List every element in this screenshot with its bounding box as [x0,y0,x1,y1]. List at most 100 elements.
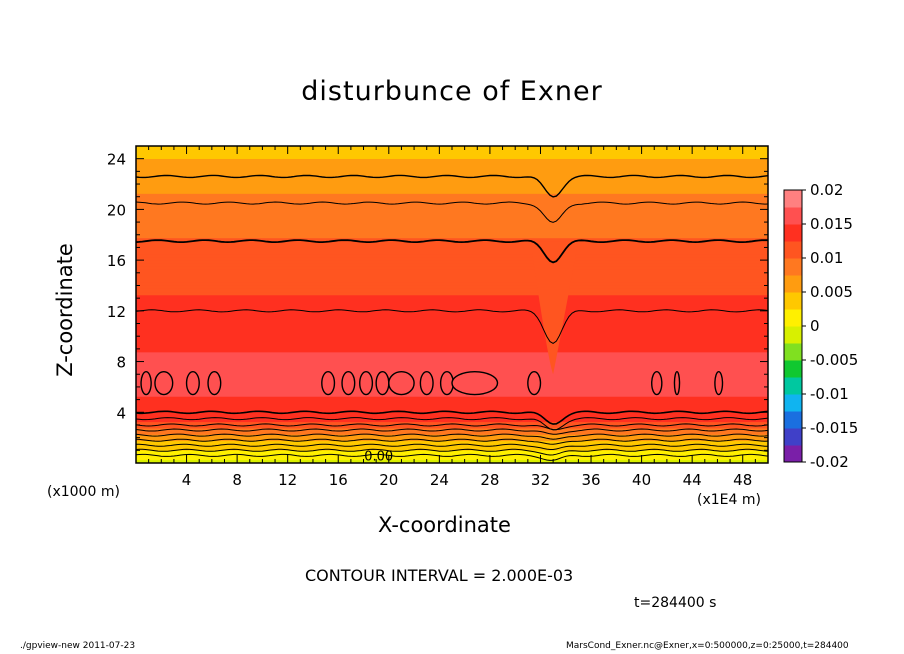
contour-interval: CONTOUR INTERVAL = 2.000E-03 [305,566,574,585]
contour-label: 0.00 [364,449,393,464]
field-band [136,212,768,217]
field-band [136,313,768,318]
y-tick-label: 12 [107,303,126,321]
field-band [136,354,768,359]
field-band [136,450,768,454]
field-band [136,370,768,375]
colorbar-cell [784,445,802,463]
colorbar-cell [784,292,802,310]
contour-line [135,239,769,264]
field-band [136,259,768,264]
chart-title: disturbunce of Exner [301,76,603,107]
field-band [136,148,768,153]
field-band [136,282,768,286]
colorbar-cell [784,190,802,208]
field-band [136,437,768,442]
colorbar-label: -0.015 [810,419,858,437]
field-band [136,335,768,340]
y-tick-label: 4 [116,404,126,422]
field-band [136,392,768,397]
contour-blob [451,371,499,396]
field-band [136,262,768,267]
colorbar: 0.02 0.015 0.01 0.005 0 -0.005 -0.01 -0.015 -0.0… [783,181,858,471]
field-band [136,329,768,334]
x-tick-label: 16 [329,471,348,489]
field-band [136,278,768,283]
x-tick-label: 20 [379,471,398,489]
field-band [136,193,768,198]
y-axis-label: Z-coordinate [53,243,77,377]
field-band [136,421,768,426]
colorbar-cell [784,275,802,293]
time-label: t=284400 s [634,595,717,611]
field-band [136,228,768,232]
field-band [136,234,768,239]
field-band [136,164,768,169]
colorbar-cell [784,326,802,344]
field-band [136,326,768,331]
colorbar-label: -0.01 [810,385,849,403]
x-tick-label: 4 [182,471,192,489]
contour-line [135,417,769,431]
field-band [136,240,768,245]
field-band [136,285,768,289]
colorbar-cell [784,360,802,378]
x-tick-label: 40 [632,471,651,489]
field-band [136,186,768,191]
field-band [136,167,768,172]
colorbar-cell [784,411,802,429]
field-band [136,389,768,394]
field-band [136,272,768,277]
footer-left: ./gpview-new 2011-07-23 [20,641,136,651]
field-band [136,275,768,280]
x-tick-label: 12 [278,471,297,489]
contour-line [135,410,769,425]
contour-blob [185,371,200,396]
field-band [136,171,768,175]
field-band [136,351,768,356]
field-band [136,411,768,416]
field-band [136,183,768,188]
x-tick-label: 28 [480,471,499,489]
field-band [136,446,768,451]
contour-blob [388,371,415,396]
contour-lines: 0.00 [135,174,769,464]
field-band [136,304,768,308]
field-band [136,237,768,242]
colorbar-cell [784,428,802,446]
field-band [136,288,768,293]
x-tick-label: 48 [733,471,752,489]
field-band [136,215,768,220]
field-band [136,408,768,413]
field-band [136,221,768,226]
field-band [136,339,768,343]
field-band [136,247,768,251]
colorbar-cell [784,258,802,276]
field-band [136,418,768,423]
contour-line [135,453,769,461]
field-band [136,158,768,163]
colorbar-cell [784,377,802,395]
field-band [136,367,768,372]
colorbar-label: 0.015 [810,215,853,233]
colorbar-label: 0.02 [810,181,843,199]
contour-line [135,443,769,450]
contour-field [136,145,768,464]
field-band [136,266,768,270]
field-band [136,291,768,296]
contour-blob [673,371,681,396]
contour-line [135,174,769,198]
contour-line [135,309,769,344]
x-tick-label: 36 [581,471,600,489]
field-band [136,161,768,166]
colorbar-label: 0.01 [810,249,843,267]
field-band [136,345,768,350]
field-band [136,190,768,194]
field-band [136,152,768,156]
field-band [136,415,768,419]
colorbar-label: -0.02 [810,453,849,471]
field-band [136,453,768,457]
colorbar-label: 0 [810,317,820,335]
